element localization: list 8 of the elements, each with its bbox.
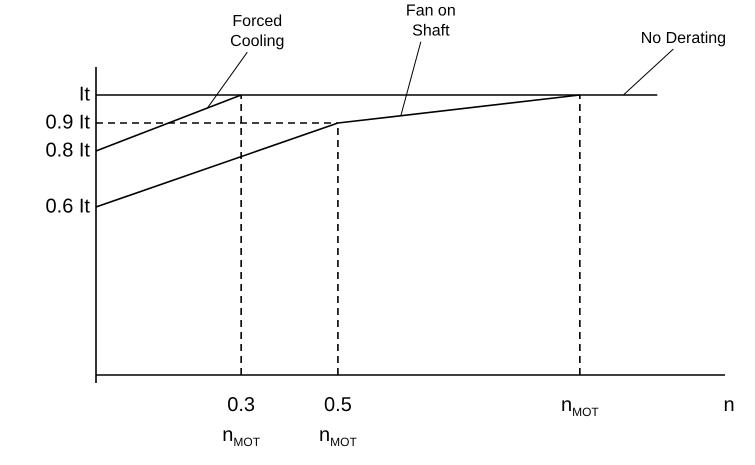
annotation: Fan on Shaft bbox=[406, 2, 456, 40]
annotation: No Derating bbox=[640, 30, 726, 47]
y-tick-label: It bbox=[78, 84, 90, 106]
annotation: Forced Cooling bbox=[230, 13, 284, 50]
y-tick-label: 0.8 It bbox=[46, 140, 90, 162]
x-axis-title: n bbox=[723, 394, 735, 416]
y-tick-label: 0.6 It bbox=[46, 196, 90, 218]
y-tick-label: 0.9 It bbox=[46, 112, 90, 134]
